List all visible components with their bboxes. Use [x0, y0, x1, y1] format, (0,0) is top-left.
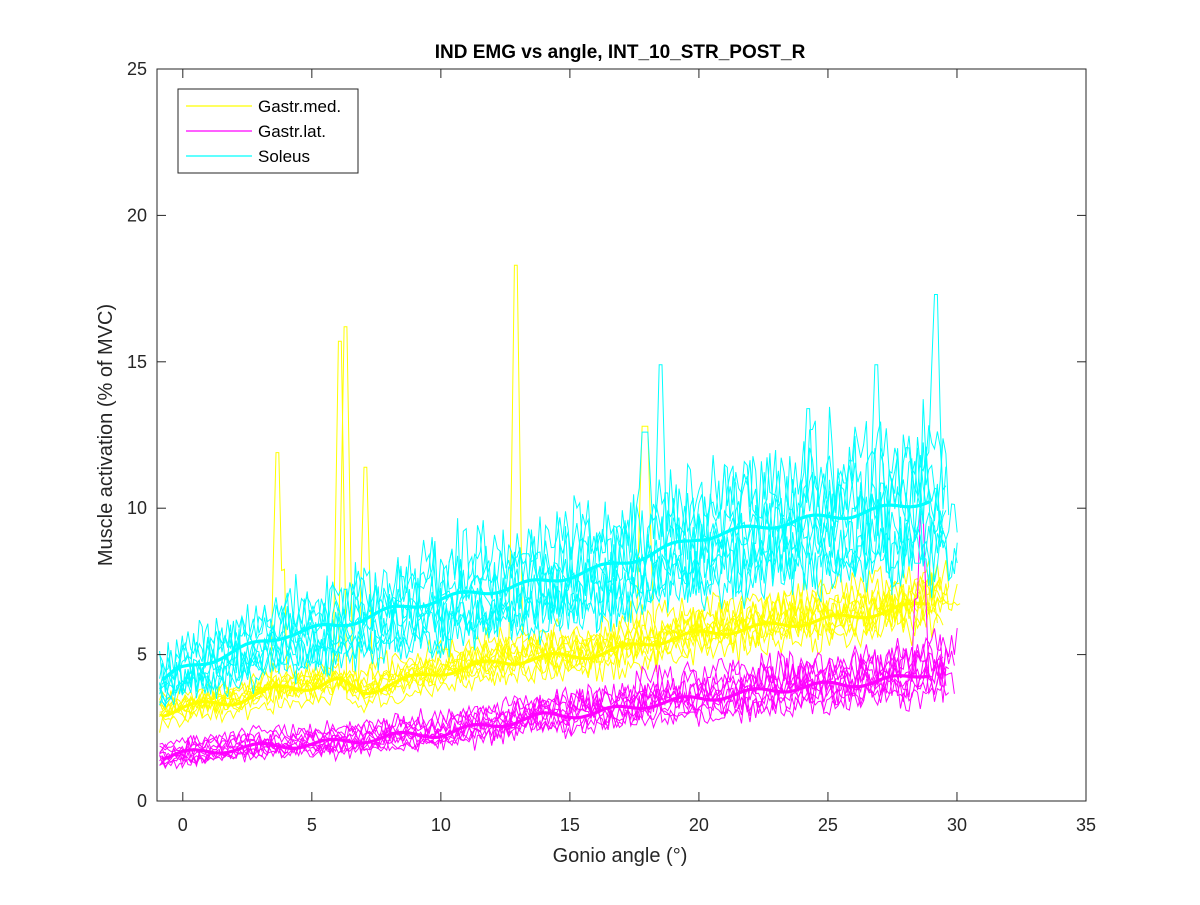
trial-line-gastr-lat	[159, 647, 947, 755]
trial-line-gastr-med	[159, 340, 944, 733]
trial-line-gastr-lat	[159, 634, 950, 755]
trial-line-soleus	[159, 493, 944, 701]
mean-line-gastr-lat	[161, 674, 931, 762]
mean-line-soleus	[161, 500, 931, 682]
legend-label-gastr-med: Gastr.med.	[258, 97, 341, 116]
legend-entry-soleus: Soleus	[186, 147, 310, 166]
x-tick-label: 30	[947, 815, 967, 835]
x-tick-label: 15	[560, 815, 580, 835]
legend-label-soleus: Soleus	[258, 147, 310, 166]
x-tick-label: 25	[818, 815, 838, 835]
trial-line-gastr-lat	[159, 647, 955, 761]
y-tick-label: 20	[127, 205, 147, 225]
y-axis-label: Muscle activation (% of MVC)	[95, 304, 117, 566]
y-tick-label: 15	[127, 352, 147, 372]
series-soleus	[159, 294, 958, 709]
plot-lines	[159, 264, 961, 770]
trial-line-soleus	[159, 399, 947, 690]
x-tick-label: 0	[178, 815, 188, 835]
trial-line-soleus	[159, 421, 950, 681]
chart-title: IND EMG vs angle, INT_10_STR_POST_R	[435, 42, 806, 63]
mean-line-gastr-med	[161, 601, 930, 719]
trial-line-soleus	[159, 456, 958, 709]
y-tick-label: 0	[137, 791, 147, 811]
x-tick-label: 5	[307, 815, 317, 835]
legend: Gastr.med. Gastr.lat. Soleus	[177, 88, 359, 174]
x-tick-label: 10	[431, 815, 451, 835]
axes: 0 5 10 15 20 25 30 35 0 5 10 15 20 25	[127, 59, 1096, 835]
x-tick-label: 35	[1076, 815, 1096, 835]
legend-label-gastr-lat: Gastr.lat.	[258, 122, 326, 141]
trial-line-soleus	[159, 446, 944, 695]
y-tick-label: 5	[137, 645, 147, 665]
x-axis-label: Gonio angle (°)	[553, 845, 688, 867]
series-gastr-lat	[159, 513, 958, 770]
y-tick-label: 25	[127, 59, 147, 79]
series-gastr-med	[159, 264, 961, 733]
trial-line-soleus	[159, 408, 958, 703]
legend-entry-gastr-lat: Gastr.lat.	[186, 122, 326, 141]
legend-entry-gastr-med: Gastr.med.	[186, 97, 341, 116]
trial-line-gastr-lat	[159, 680, 950, 766]
axes-box	[156, 68, 1087, 802]
y-tick-label: 10	[127, 498, 147, 518]
x-tick-label: 20	[689, 815, 709, 835]
trial-line-gastr-med	[159, 572, 949, 717]
